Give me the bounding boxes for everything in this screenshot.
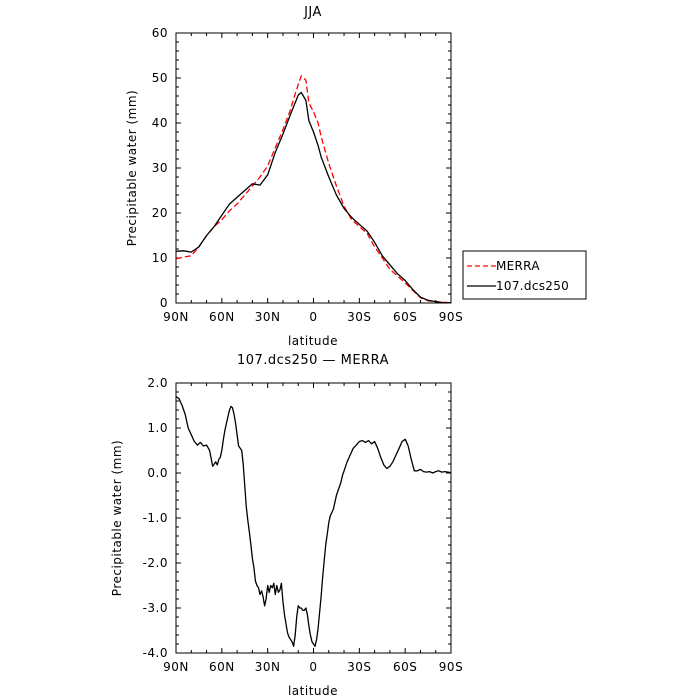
legend-label-merra: MERRA	[496, 259, 540, 273]
legend-label-dcs250: 107.dcs250	[496, 279, 569, 293]
top-y-tick-label: 60	[152, 26, 168, 40]
bottom-plot-frame	[175, 382, 452, 654]
top-panel: JJA 90N 60N 30N 0 30S 60S 90S 0 10 20 30 40 50 60 lat…	[125, 5, 587, 348]
top-y-tick-label: 0	[160, 296, 168, 310]
top-ticks: 90N 60N 30N 0 30S 60S 90S 0 10 20 30 40 50 60	[152, 26, 463, 324]
top-y-tick-label: 10	[152, 251, 168, 265]
bottom-chart-title: 107.dcs250 — MERRA	[237, 353, 389, 368]
bottom-ticks: 90N 60N 30N 0 30S 60S 90S -4.0 -3.0 -2.0 -1.0 0.0 1.…	[143, 376, 463, 674]
bottom-y-tick-label: 2.0	[147, 376, 168, 390]
bottom-x-tick-label: 90S	[439, 660, 463, 674]
bottom-series	[175, 395, 452, 647]
top-y-tick-label: 50	[152, 71, 168, 85]
top-x-tick-label: 90S	[439, 310, 463, 324]
top-y-tick-label: 40	[152, 116, 168, 130]
top-y-axis-title: Precipitable water (mm)	[125, 90, 139, 246]
bottom-x-tick-label: 0	[309, 660, 317, 674]
bottom-x-tick-label: 30S	[347, 660, 371, 674]
bottom-series-line-difference	[175, 395, 452, 647]
bottom-x-axis-title: latitude	[288, 684, 338, 698]
bottom-y-tick-label: -3.0	[143, 601, 168, 615]
legend-box	[462, 250, 587, 300]
top-x-tick-label: 60N	[209, 310, 235, 324]
top-x-tick-label: 90N	[163, 310, 189, 324]
bottom-y-tick-label: -4.0	[143, 646, 168, 660]
bottom-x-tick-label: 60S	[393, 660, 417, 674]
top-x-tick-label: 0	[309, 310, 317, 324]
bottom-y-tick-label: 0.0	[147, 466, 168, 480]
bottom-y-tick-label: 1.0	[147, 421, 168, 435]
bottom-y-tick-label: -2.0	[143, 556, 168, 570]
top-x-axis-title: latitude	[288, 334, 338, 348]
bottom-x-tick-label: 30N	[255, 660, 281, 674]
top-x-tick-label: 30S	[347, 310, 371, 324]
top-plot-frame	[175, 32, 452, 304]
bottom-x-tick-label: 90N	[163, 660, 189, 674]
bottom-y-axis-title: Precipitable water (mm)	[110, 440, 124, 596]
top-series-line-107-dcs250	[175, 91, 452, 304]
top-x-tick-label: 30N	[255, 310, 281, 324]
bottom-panel: 107.dcs250 — MERRA 90N 60N 30N 0 30S 60S 90S -4…	[110, 353, 463, 698]
legend: MERRA 107.dcs250	[462, 250, 587, 300]
top-series	[175, 75, 452, 304]
bottom-x-tick-label: 60N	[209, 660, 235, 674]
top-y-tick-label: 30	[152, 161, 168, 175]
top-y-tick-label: 20	[152, 206, 168, 220]
top-series-line-merra	[175, 75, 452, 304]
top-chart-title: JJA	[303, 5, 322, 20]
top-x-tick-label: 60S	[393, 310, 417, 324]
bottom-y-tick-label: -1.0	[143, 511, 168, 525]
